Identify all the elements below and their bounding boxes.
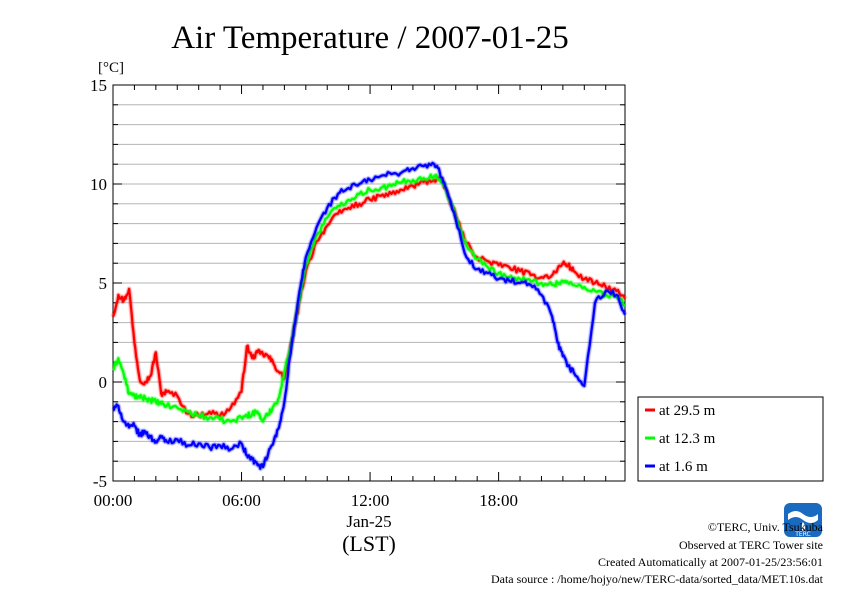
y-tick-label: 5: [99, 274, 108, 293]
series-line-halo: [111, 160, 627, 471]
x-axis-label: (LST): [342, 531, 396, 556]
series-line: [112, 161, 627, 470]
gridlines: [113, 104, 625, 462]
terc-logo: TERC: [784, 503, 822, 538]
x-tick-label: 12:00: [351, 491, 390, 510]
series-layer: [111, 160, 627, 471]
series-line-halo: [111, 172, 626, 425]
y-tick-label: 15: [90, 76, 107, 95]
legend-label: at 29.5 m: [659, 403, 716, 419]
x-axis-ticks: 00:00 06:00 12:00 18:00: [94, 85, 607, 510]
series-line: [111, 176, 626, 419]
data-source-text: Data source : /home/hojyo/new/TERC-data/…: [491, 572, 824, 586]
series-line-halo: [111, 175, 627, 420]
drop-icon: [801, 522, 805, 531]
chart-title: Air Temperature / 2007-01-25: [171, 20, 569, 56]
terc-logo-text: TERC: [794, 531, 811, 538]
x-tick-label: 18:00: [479, 491, 518, 510]
wave-icon: [788, 511, 818, 523]
created-text: Created Automatically at 2007-01-25/23:5…: [598, 555, 823, 569]
legend-box: [637, 396, 824, 482]
y-tick-label: 10: [90, 175, 107, 194]
x-tick-label: 06:00: [222, 491, 261, 510]
copyright-text: ©TERC, Univ. Tsukuba: [708, 520, 824, 534]
y-axis-unit: [°C]: [98, 60, 124, 76]
y-tick-label: -5: [93, 472, 107, 491]
legend-label: at 12.3 m: [659, 431, 716, 447]
date-label: Jan-25: [346, 512, 391, 531]
series-line: [112, 173, 626, 424]
site-text: Observed at TERC Tower site: [679, 538, 823, 552]
y-tick-label: 0: [99, 373, 108, 392]
legend-label: at 1.6 m: [659, 459, 708, 475]
x-tick-label: 00:00: [94, 491, 133, 510]
legend: at 29.5 m at 12.3 m at 1.6 m: [637, 396, 824, 482]
